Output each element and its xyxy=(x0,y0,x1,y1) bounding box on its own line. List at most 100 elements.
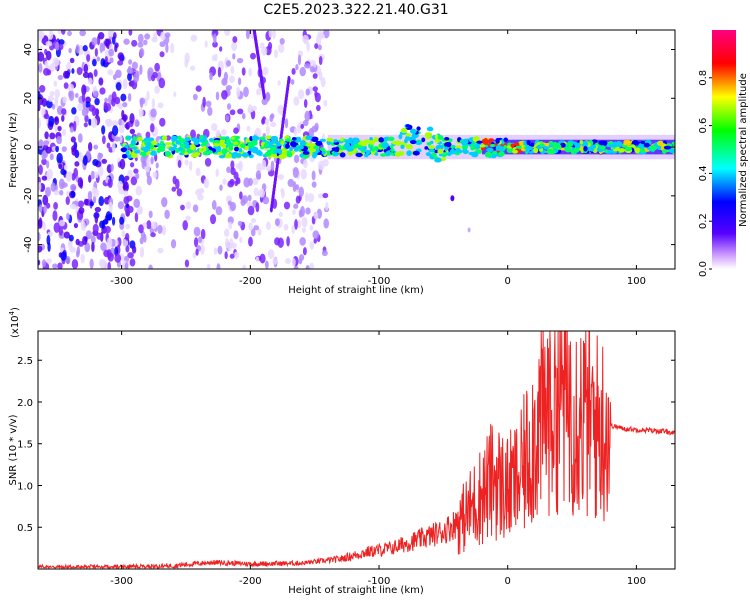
heatmap-cell xyxy=(243,86,249,98)
heatmap-cell xyxy=(137,136,143,142)
heatmap-cell xyxy=(80,253,85,264)
heatmap-cell xyxy=(385,150,391,156)
heatmap-cell xyxy=(170,42,175,54)
spectrogram-y-tick-label: -40 xyxy=(23,236,34,252)
heatmap-cell xyxy=(298,89,305,100)
heatmap-cell xyxy=(98,153,104,159)
heatmap-cell xyxy=(510,143,515,148)
heatmap-cell xyxy=(41,259,47,267)
heatmap-cell xyxy=(316,208,323,219)
heatmap-cell xyxy=(94,97,100,106)
heatmap-cell xyxy=(152,171,158,179)
heatmap-cell xyxy=(43,67,50,76)
heatmap-cell xyxy=(133,149,140,154)
heatmap-cell xyxy=(102,218,109,225)
heatmap-cell xyxy=(373,136,378,143)
heatmap-cell xyxy=(126,135,132,140)
heatmap-cell xyxy=(190,34,198,42)
heatmap-cell xyxy=(59,189,64,196)
heatmap-cell xyxy=(461,144,469,150)
heatmap-cell xyxy=(495,145,502,151)
heatmap-cell xyxy=(304,63,311,69)
heatmap-cell xyxy=(287,178,295,188)
heatmap-cell xyxy=(262,196,270,205)
heatmap-cell xyxy=(104,38,110,47)
heatmap-cell xyxy=(157,224,163,235)
snr-multiplier: (x104) xyxy=(8,307,21,338)
heatmap-cell xyxy=(177,159,182,169)
heatmap-cell xyxy=(243,177,251,188)
heatmap-cell xyxy=(234,146,240,152)
heatmap-cell xyxy=(45,146,52,154)
heatmap-cell xyxy=(143,39,148,46)
heatmap-cell xyxy=(125,223,131,230)
heatmap-cell xyxy=(202,96,206,108)
heatmap-cell xyxy=(363,139,371,144)
heatmap-cell xyxy=(185,215,191,221)
heatmap-cell xyxy=(61,108,67,116)
heatmap-cell xyxy=(255,170,262,180)
heatmap-cell xyxy=(213,33,217,44)
heatmap-cell xyxy=(87,190,93,201)
heatmap-cell xyxy=(41,98,48,107)
heatmap-cell xyxy=(230,160,235,170)
heatmap-cell xyxy=(46,258,53,264)
heatmap-cell xyxy=(277,237,284,248)
heatmap-cell xyxy=(139,47,145,58)
heatmap-cell xyxy=(94,212,99,224)
heatmap-cell xyxy=(108,48,115,57)
heatmap-cell xyxy=(319,147,325,152)
heatmap-cell xyxy=(235,152,242,158)
heatmap-cell xyxy=(118,134,123,144)
colorbar xyxy=(712,30,736,269)
heatmap-cell xyxy=(546,148,554,155)
heatmap-cell xyxy=(184,159,189,166)
heatmap-cell xyxy=(187,148,192,154)
heatmap-cell xyxy=(193,237,199,248)
heatmap-cell xyxy=(669,148,675,154)
heatmap-cell xyxy=(467,227,471,233)
heatmap-cell xyxy=(280,140,285,146)
heatmap-cell xyxy=(268,30,273,38)
heatmap-cell xyxy=(671,141,675,146)
heatmap-cell xyxy=(121,230,126,238)
heatmap-cell xyxy=(297,145,304,150)
heatmap-cell xyxy=(309,148,316,153)
heatmap-cell xyxy=(45,40,53,47)
heatmap-cell xyxy=(303,99,308,108)
heatmap-cell xyxy=(272,30,276,39)
heatmap-cell xyxy=(390,148,395,153)
heatmap-cell xyxy=(232,53,236,60)
heatmap-cell xyxy=(316,104,321,112)
spectrogram-y-tick-label: 0 xyxy=(23,144,34,150)
heatmap-cell xyxy=(554,144,562,149)
heatmap-cell xyxy=(311,136,319,143)
heatmap-cell xyxy=(99,87,106,95)
heatmap-cell xyxy=(278,211,283,218)
heatmap-cell xyxy=(306,142,314,147)
heatmap-cell xyxy=(135,172,140,180)
heatmap-cell xyxy=(208,150,213,154)
heatmap-cell xyxy=(38,164,43,175)
heatmap-cell xyxy=(309,262,314,269)
heatmap-cell xyxy=(299,66,306,77)
heatmap-cell xyxy=(230,65,235,75)
heatmap-cell xyxy=(565,142,574,147)
heatmap-cell xyxy=(107,178,113,189)
heatmap-cell xyxy=(98,77,104,86)
heatmap-cell xyxy=(293,96,300,106)
heatmap-cell xyxy=(503,137,509,142)
heatmap-cell xyxy=(314,43,319,49)
heatmap-cell xyxy=(127,205,134,213)
heatmap-cell xyxy=(215,168,219,178)
heatmap-cell xyxy=(303,159,308,169)
heatmap-cell xyxy=(200,228,206,240)
heatmap-cell xyxy=(283,223,289,231)
heatmap-cell xyxy=(525,145,533,151)
heatmap-cell xyxy=(161,135,168,141)
heatmap-cell xyxy=(248,147,254,151)
spectrogram-x-tick-label: -300 xyxy=(110,276,133,287)
heatmap-cell xyxy=(292,181,297,193)
heatmap-cell xyxy=(323,218,330,229)
heatmap-cell xyxy=(148,210,153,219)
